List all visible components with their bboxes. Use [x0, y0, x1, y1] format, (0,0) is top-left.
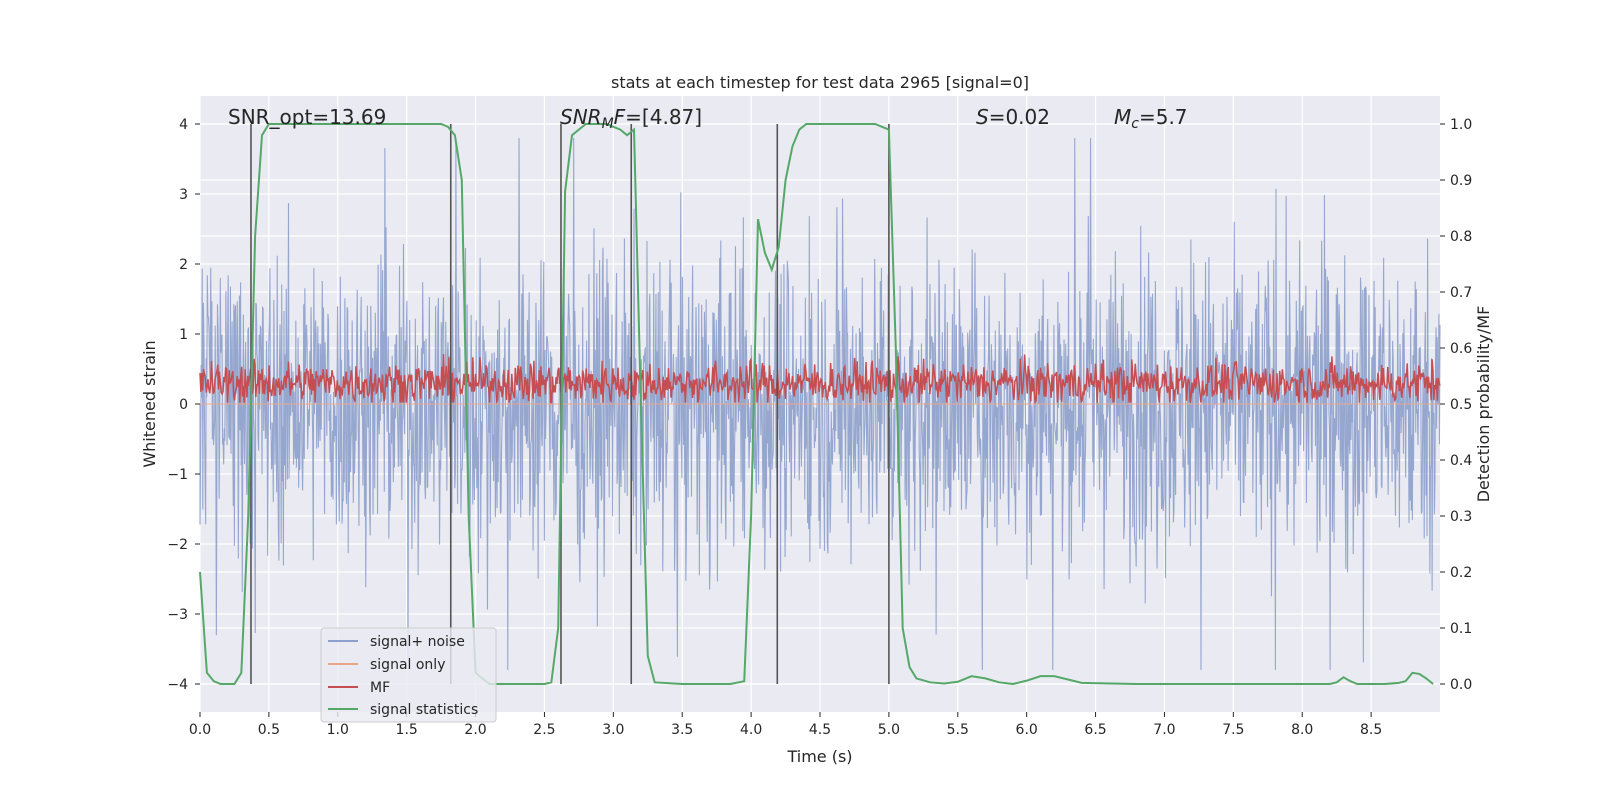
y-tick-label: −4: [167, 677, 188, 693]
legend-label-mf: MF: [370, 680, 390, 696]
y-right-axis-ticks: 0.0 0.1 0.2 0.3 0.4 0.5 0.6 0.7 0.8 0.9 1.0: [1440, 117, 1472, 693]
x-tick-label: 0.0: [189, 722, 211, 738]
x-tick-label: 7.5: [1222, 722, 1244, 738]
y-right-tick-label: 0.1: [1450, 621, 1472, 637]
legend-box: [320, 627, 497, 723]
mf-line: [199, 354, 1441, 405]
x-tick-label: 3.0: [602, 722, 624, 738]
y-right-tick-label: 0.3: [1450, 509, 1472, 525]
chart-title: stats at each timestep for test data 296…: [611, 73, 1029, 92]
x-axis-label: Time (s): [786, 747, 852, 766]
annotation-mc: Mc=5.7: [1114, 105, 1188, 132]
y-tick-label: −2: [167, 537, 188, 553]
y-right-tick-label: 0.9: [1450, 173, 1472, 189]
x-tick-label: 6.5: [1084, 722, 1106, 738]
x-tick-label: 4.5: [809, 722, 831, 738]
x-tick-label: 1.0: [327, 722, 349, 738]
y-axis-label: Whitened strain: [140, 340, 159, 467]
legend-label-signal-statistics: signal statistics: [370, 702, 478, 718]
y-right-tick-label: 1.0: [1450, 117, 1472, 133]
y-right-tick-label: 0.0: [1450, 677, 1472, 693]
mf-series: [199, 354, 1441, 405]
y-right-tick-label: 0.6: [1450, 341, 1472, 357]
annotation-snr-mf: SNRMF=[4.87]: [560, 105, 702, 132]
y-right-tick-label: 0.8: [1450, 229, 1472, 245]
legend-label-signal-noise: signal+ noise: [370, 634, 465, 650]
y-right-tick-label: 0.5: [1450, 397, 1472, 413]
signal-noise-line: [199, 137, 1441, 671]
x-tick-label: 7.0: [1153, 722, 1175, 738]
legend: signal+ noise signal only MF signal stat…: [320, 627, 497, 723]
annotation-s: S=0.02: [976, 105, 1050, 129]
x-tick-label: 8.0: [1291, 722, 1313, 738]
y-right-tick-label: 0.2: [1450, 565, 1472, 581]
y-tick-label: 2: [179, 257, 188, 273]
annotation-mc-value: =5.7: [1139, 105, 1188, 129]
annotation-s-value: =0.02: [989, 105, 1050, 129]
x-tick-label: 2.0: [464, 722, 486, 738]
x-tick-label: 5.5: [947, 722, 969, 738]
y-tick-label: −3: [167, 607, 188, 623]
y-tick-label: 3: [179, 187, 188, 203]
y-right-axis-label: Detection probability/MF: [1474, 306, 1493, 503]
y-tick-label: 0: [179, 397, 188, 413]
y-tick-label: 4: [179, 117, 188, 133]
annotation-snr-opt: SNR_opt=13.69: [228, 105, 386, 129]
x-tick-label: 5.0: [878, 722, 900, 738]
x-tick-label: 2.5: [533, 722, 555, 738]
y-axis-ticks: −4 −3 −2 −1 0 1 2 3 4: [167, 117, 200, 693]
legend-label-signal-only: signal only: [370, 657, 445, 673]
x-tick-label: 3.5: [671, 722, 693, 738]
annotation-snr-mf-value: =[4.87]: [625, 105, 702, 129]
signal-statistics-line: [199, 123, 1434, 686]
signal-noise-series: [199, 137, 1441, 671]
x-tick-label: 1.5: [396, 722, 418, 738]
x-axis-ticks: 0.0 0.5 1.0 1.5 2.0 2.5 3.0 3.5 4.0 4.5 5.0 5.5 6.0 6…: [189, 712, 1382, 738]
y-tick-label: 1: [179, 327, 188, 343]
x-tick-label: 4.0: [740, 722, 762, 738]
y-right-tick-label: 0.4: [1450, 453, 1472, 469]
signal-statistics-series: [199, 123, 1434, 686]
x-tick-label: 8.5: [1360, 722, 1382, 738]
y-tick-label: −1: [167, 467, 188, 483]
x-tick-label: 0.5: [258, 722, 280, 738]
y-right-tick-label: 0.7: [1450, 285, 1472, 301]
x-tick-label: 6.0: [1016, 722, 1038, 738]
